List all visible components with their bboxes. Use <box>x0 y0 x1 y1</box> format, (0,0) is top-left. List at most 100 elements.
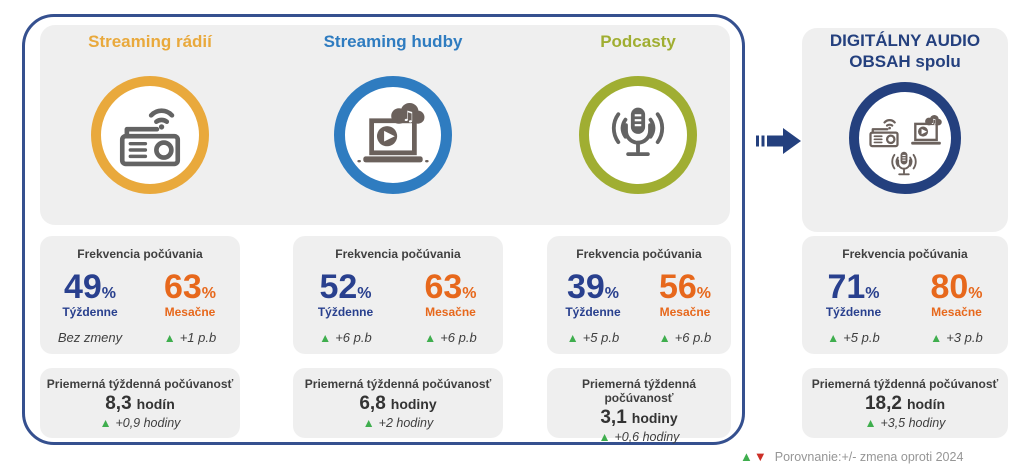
weekly-change: Bez zmeny <box>40 330 140 345</box>
radio-wifi-icon <box>119 108 181 167</box>
weekly-label: Týždenne <box>565 305 621 319</box>
average-change: ▲ +2 hodiny <box>293 416 503 430</box>
weekly-stat: 39% Týždenne <box>547 270 639 319</box>
percent-sign: % <box>865 285 880 302</box>
up-triangle-icon: ▲ <box>163 330 176 345</box>
monthly-stat: 80% Mesačne <box>905 270 1008 319</box>
frequency-title: Frekvencia počúvania <box>77 247 203 261</box>
weekly-change: ▲ +5 p.b <box>547 330 639 345</box>
average-change: ▲ +3,5 hodiny <box>802 416 1008 430</box>
average-hours-unit: hodín <box>906 396 946 412</box>
radio-circle <box>91 76 209 194</box>
weekly-label: Týždenne <box>317 305 374 319</box>
average-hours-value: 6,8 <box>359 393 386 414</box>
column-title-streaming-hudby: Streaming hudby <box>323 32 463 51</box>
average-change: ▲ +0,9 hodiny <box>40 416 240 430</box>
total-circle: ♫ <box>849 82 961 194</box>
monthly-change-text: +6 p.b <box>674 330 712 345</box>
average-change-text: +3,5 hodiny <box>880 416 946 430</box>
percent-sign: % <box>604 285 620 302</box>
frequency-title: Frekvencia počúvania <box>842 247 968 261</box>
monthly-percent-value: 56 <box>658 268 697 306</box>
up-triangle-icon: ▲ <box>864 416 877 430</box>
weekly-percent-value: 39 <box>566 268 605 306</box>
monthly-change-text: +6 p.b <box>440 330 477 345</box>
up-triangle-icon: ▲ <box>566 330 579 345</box>
frequency-title: Frekvencia počúvania <box>576 247 702 261</box>
average-box-radio: Priemerná týždenná počúvanosť 8,3 hodín ▲… <box>40 368 240 438</box>
weekly-change-text: +5 p.b <box>843 330 880 345</box>
average-title: Priemerná týždenná počúvanosť <box>304 377 492 391</box>
legend-text: Porovnanie:+/- zmena oproti 2024 <box>774 449 964 464</box>
percent-sign: % <box>462 285 477 302</box>
column-title-streaming-radii: Streaming rádií <box>88 32 212 51</box>
average-title: Priemerná týždenná počúvanosť <box>581 377 697 405</box>
average-change-text: +0,6 hodiny <box>614 430 680 444</box>
weekly-change-text: +6 p.b <box>335 330 372 345</box>
up-triangle-icon: ▲ <box>362 416 375 430</box>
monthly-change-text: +1 p.b <box>179 330 217 345</box>
percent-sign: % <box>101 285 117 302</box>
percent-sign: % <box>968 285 983 302</box>
monthly-percent-value: 63 <box>163 268 202 306</box>
average-box-music: Priemerná týždenná počúvanosť 6,8 hodiny … <box>293 368 503 438</box>
column-title-digitalny-audio: DIGITÁLNY AUDIO OBSAH spolu <box>829 31 981 72</box>
average-change-text: +0,9 hodiny <box>115 416 181 430</box>
comparison-legend: ▲ ▼ Porovnanie:+/- zmena oproti 2024 <box>740 449 963 464</box>
monthly-label: Mesačne <box>164 305 216 319</box>
svg-text:♫: ♫ <box>402 109 415 125</box>
up-triangle-icon: ▲ <box>740 449 753 464</box>
average-hours-value: 8,3 <box>105 393 132 414</box>
up-triangle-icon: ▲ <box>598 430 611 444</box>
streaming-group-border <box>22 14 745 445</box>
monthly-stat: 63% Mesačne <box>140 270 240 319</box>
average-title: Priemerná týždenná počúvanosť <box>811 377 999 391</box>
frequency-box-music: Frekvencia počúvania 52% Týždenne 63% Me… <box>293 236 503 354</box>
average-change-text: +2 hodiny <box>378 416 434 430</box>
weekly-change-text: Bez zmeny <box>57 330 123 345</box>
laptop-cloud-music-icon: ♫ <box>911 114 942 145</box>
monthly-change-text: +3 p.b <box>946 330 983 345</box>
laptop-cloud-music-icon: ♫ <box>357 102 429 163</box>
percent-sign: % <box>696 285 712 302</box>
monthly-change: ▲ +6 p.b <box>398 330 503 345</box>
average-hours-value: 18,2 <box>864 393 902 414</box>
svg-text:♫: ♫ <box>931 117 937 126</box>
up-triangle-icon: ▲ <box>99 416 112 430</box>
up-triangle-icon: ▲ <box>424 330 437 345</box>
up-triangle-icon: ▲ <box>827 330 840 345</box>
average-hours-unit: hodiny <box>390 396 437 412</box>
down-triangle-icon: ▼ <box>753 449 767 464</box>
up-triangle-icon: ▲ <box>658 330 671 345</box>
average-box-total: Priemerná týždenná počúvanosť 18,2 hodín … <box>802 368 1008 438</box>
podcast-circle <box>579 76 697 194</box>
up-triangle-icon: ▲ <box>930 330 943 345</box>
average-change: ▲ +0,6 hodiny <box>547 430 731 444</box>
average-title: Priemerná týždenná počúvanosť <box>46 377 234 391</box>
monthly-label: Mesačne <box>931 305 982 319</box>
monthly-change: ▲ +6 p.b <box>639 330 731 345</box>
weekly-percent-value: 52 <box>319 268 358 306</box>
monthly-label: Mesačne <box>659 305 711 319</box>
microphone-waves-icon <box>611 107 665 157</box>
monthly-percent-value: 63 <box>424 268 463 306</box>
percent-sign: % <box>357 285 372 302</box>
percent-sign: % <box>201 285 217 302</box>
weekly-percent-value: 71 <box>827 268 866 306</box>
weekly-stat: 71% Týždenne <box>802 270 905 319</box>
weekly-stat: 52% Týždenne <box>293 270 398 319</box>
striped-right-arrow-icon <box>756 128 801 154</box>
monthly-stat: 63% Mesačne <box>398 270 503 319</box>
weekly-percent-value: 49 <box>63 268 102 306</box>
average-box-podcast: Priemerná týždenná počúvanosť 3,1 hodiny … <box>547 368 731 444</box>
weekly-change-text: +5 p.b <box>582 330 620 345</box>
frequency-box-total: Frekvencia počúvania 71% Týždenne 80% Me… <box>802 236 1008 354</box>
music-circle: ♫ <box>334 76 452 194</box>
weekly-label: Týždenne <box>825 305 882 319</box>
weekly-change: ▲ +5 p.b <box>802 330 905 345</box>
up-triangle-icon: ▲ <box>319 330 332 345</box>
weekly-stat: 49% Týždenne <box>40 270 140 319</box>
frequency-box-radio: Frekvencia počúvania 49% Týždenne 63% Me… <box>40 236 240 354</box>
microphone-waves-icon <box>891 151 917 176</box>
